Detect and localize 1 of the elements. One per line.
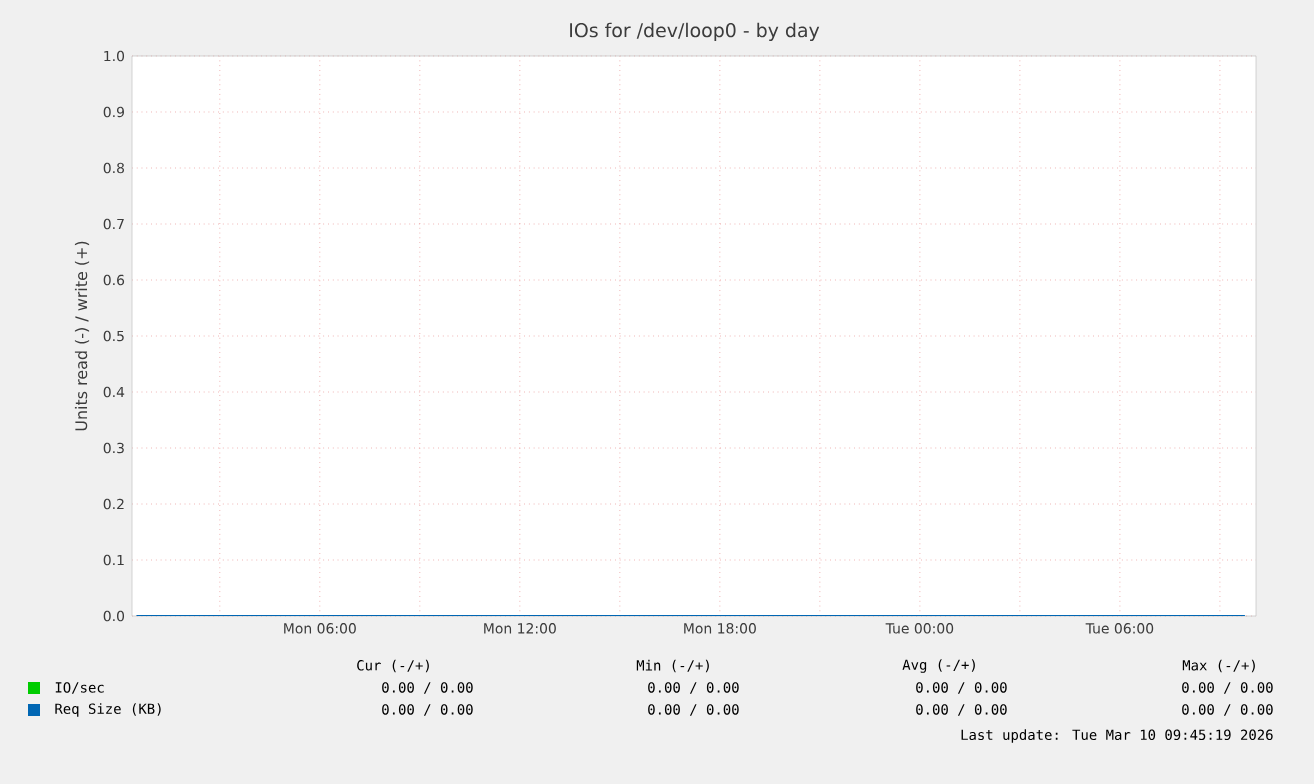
chart-title: IOs for /dev/loop0 - by day	[570, 22, 820, 41]
